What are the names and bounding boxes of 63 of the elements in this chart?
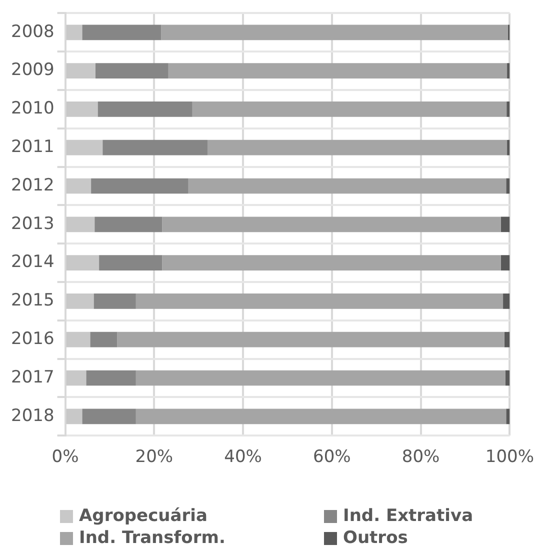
bar [188,178,506,194]
y-tick-label: 2008 [11,22,54,42]
bar [136,408,506,424]
bar [500,255,510,270]
bar [91,178,188,194]
bar [66,63,96,78]
x-tick-label: 100% [485,447,534,468]
bar [66,178,92,194]
bar [506,102,510,117]
bar [207,140,508,156]
x-tick-label: 40% [224,447,262,468]
bar [66,332,90,348]
bar [162,255,501,270]
y-tick-label: 2012 [11,175,54,196]
bar [507,140,510,156]
bar [500,216,510,232]
legend-label: Outros [343,528,408,548]
bar [99,255,162,270]
bar [162,216,501,232]
bar [192,102,507,117]
bar [94,216,162,232]
legend-label: Ind. Transform. [79,528,226,548]
bar [168,63,508,78]
bar [66,140,103,156]
bar [506,408,510,424]
y-tick-label: 2017 [11,367,54,388]
bar [66,408,82,424]
bar [94,294,136,309]
bar [66,102,98,117]
x-tick-label: 0% [52,447,79,468]
x-tick-label: 60% [313,447,351,468]
bar [504,332,510,348]
bar [98,102,192,117]
x-tick-label: 80% [402,447,440,468]
y-tick-label: 2015 [11,290,54,311]
bar [66,216,95,232]
bar [66,255,100,270]
bar [82,24,162,40]
y-tick-label: 2013 [11,214,54,234]
bar [102,140,208,156]
x-tick-label: 20% [135,447,174,468]
bar [86,370,136,386]
legend-label: Ind. Extrativa [343,506,474,526]
y-tick-label: 2018 [11,406,54,426]
bar [506,178,510,194]
bar [161,24,508,40]
bar [82,408,136,424]
bar [136,294,504,309]
y-tick-label: 2011 [11,137,54,158]
bar [95,63,168,78]
bar [66,24,82,40]
y-tick-label: 2010 [11,98,54,119]
bar [66,294,94,309]
bar [136,370,506,386]
bar [66,370,86,386]
y-tick-label: 2014 [11,252,54,272]
legend-label: Agropecuária [79,506,208,526]
y-tick-label: 2016 [11,329,54,350]
y-tick-label: 2009 [11,60,54,80]
bar [90,332,118,348]
bar [507,63,510,78]
bar [503,294,510,309]
bar [117,332,504,348]
